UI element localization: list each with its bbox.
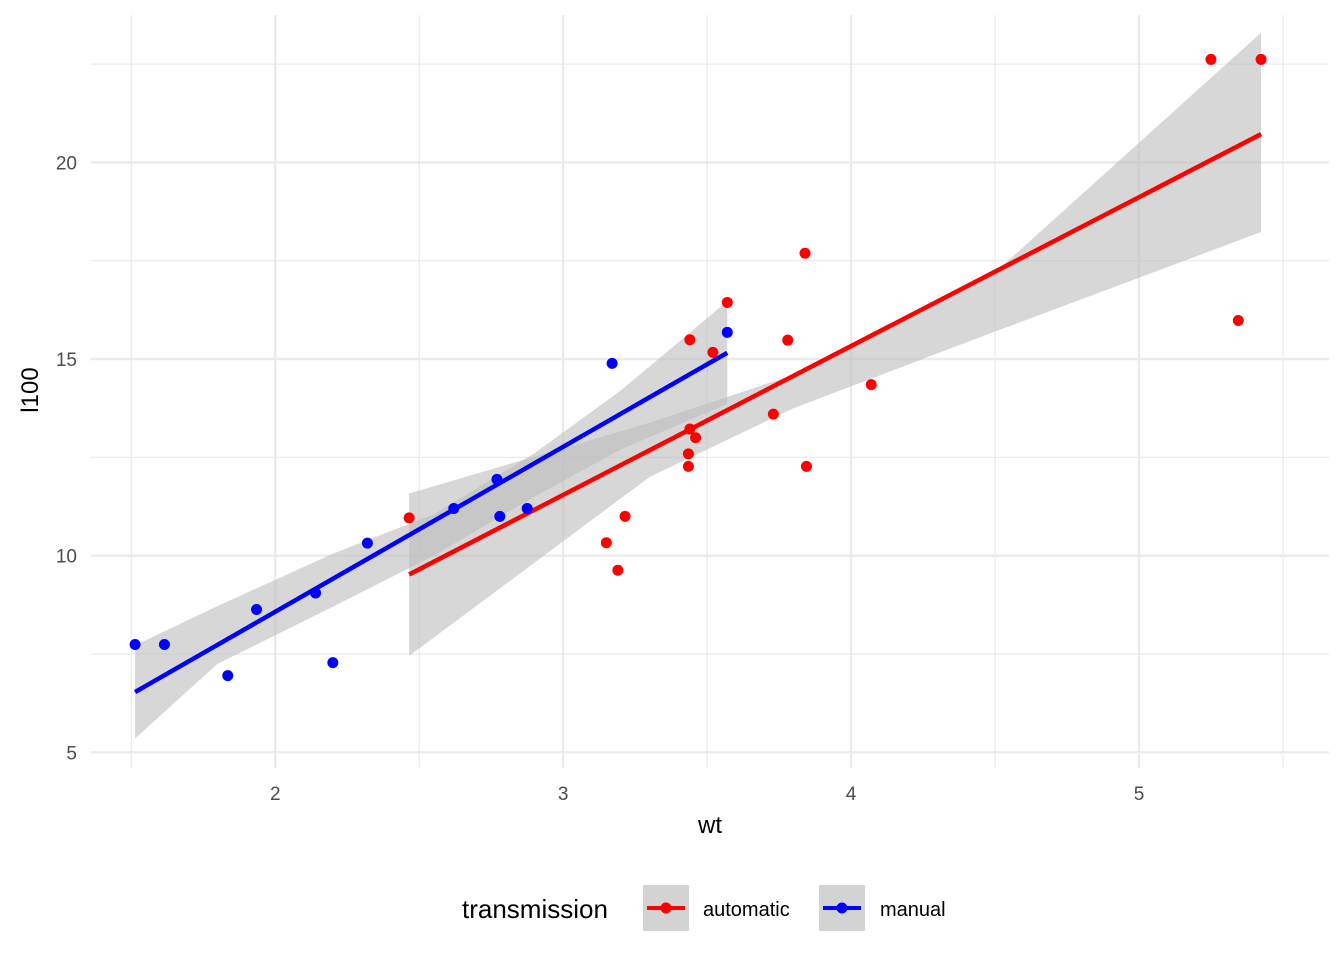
x-axis-tick-labels: 2 3 4 5 [270,784,1144,805]
point-automatic [865,379,877,391]
confidence-ribbons [135,32,1262,739]
point-manual [521,502,533,514]
y-axis-tick-labels: 5 10 15 20 [56,153,77,764]
data-points [129,53,1267,682]
point-manual [491,473,503,485]
point-manual [494,510,506,522]
point-automatic [684,334,696,346]
point-automatic [1232,315,1244,327]
point-manual [361,537,373,549]
y-axis-title: l100 [17,367,44,412]
point-manual [222,670,234,682]
point-automatic [682,448,694,460]
point-automatic [721,296,733,308]
x-tick-label: 5 [1134,784,1145,805]
point-automatic [682,460,694,472]
point-manual [310,587,322,599]
point-automatic [403,512,415,524]
point-automatic [1255,53,1267,65]
point-manual [448,502,460,514]
legend: transmission automatic manual [462,885,946,931]
legend-item-manual: manual [819,885,946,931]
legend-point-manual [836,902,848,914]
legend-label-automatic: automatic [703,899,790,921]
x-axis-title: wt [697,812,722,839]
point-automatic [782,334,794,346]
minor-gridlines [91,15,1329,768]
x-tick-label: 3 [558,784,569,805]
x-tick-label: 4 [846,784,857,805]
point-automatic [800,460,812,472]
point-automatic [600,537,612,549]
point-automatic [707,346,719,358]
ci-ribbon-automatic [409,32,1262,656]
y-tick-label: 20 [56,153,77,174]
point-manual [129,639,141,651]
point-manual [327,657,339,669]
point-manual [721,326,733,338]
point-automatic [619,510,631,522]
x-tick-label: 2 [270,784,281,805]
fit-line-manual [133,350,729,695]
legend-title: transmission [462,894,608,924]
point-manual [606,357,618,369]
legend-point-automatic [660,902,672,914]
legend-item-automatic: automatic [643,885,790,931]
y-tick-label: 5 [66,743,77,764]
fit-line-automatic [408,132,1263,577]
major-gridlines [91,15,1329,768]
point-manual [158,639,170,651]
point-automatic [799,247,811,259]
y-tick-label: 15 [56,350,77,371]
point-manual [251,604,263,616]
point-automatic [690,432,702,444]
point-automatic [612,564,624,576]
legend-label-manual: manual [880,899,946,921]
y-tick-label: 10 [56,547,77,568]
point-automatic [1205,53,1217,65]
point-automatic [684,423,696,435]
point-automatic [767,408,779,420]
regression-lines [133,132,1263,695]
